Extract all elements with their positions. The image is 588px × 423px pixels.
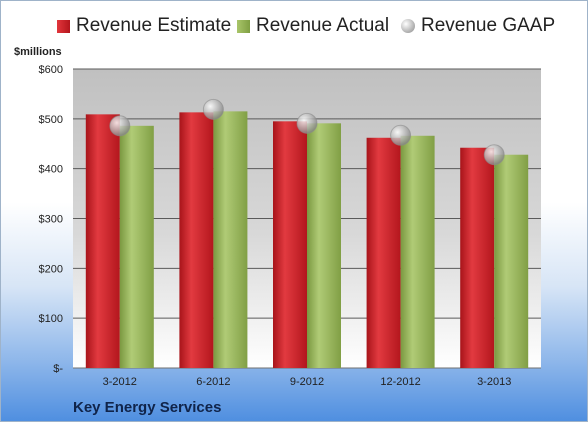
x-tick-label: 3-2013 <box>477 376 511 388</box>
marker-revenue-gaap <box>390 124 412 146</box>
bar-revenue-estimate <box>460 147 495 368</box>
y-tick-label: $600 <box>39 64 63 76</box>
bar-revenue-actual <box>307 123 341 369</box>
y-tick-label: $300 <box>39 214 63 226</box>
bar-revenue-estimate <box>179 112 214 368</box>
marker-revenue-gaap <box>483 144 505 166</box>
legend-swatch-revenue-gaap <box>401 19 415 33</box>
bar-revenue-estimate <box>366 137 401 368</box>
company-name: Key Energy Services <box>73 399 222 416</box>
legend-item-revenue-actual: Revenue Actual <box>237 15 389 37</box>
y-tick-label: $- <box>53 363 63 375</box>
legend-swatch-revenue-estimate <box>57 19 70 33</box>
bar-revenue-actual <box>119 125 154 368</box>
x-tick-label: 9-2012 <box>290 376 324 388</box>
legend-item-revenue-estimate: Revenue Estimate <box>57 15 231 37</box>
bar-revenue-actual <box>213 111 248 368</box>
x-tick-label: 12-2012 <box>380 376 420 388</box>
marker-revenue-gaap <box>202 98 224 120</box>
y-tick-label: $400 <box>39 164 63 176</box>
legend-label-revenue-estimate: Revenue Estimate <box>76 15 232 36</box>
marker-revenue-gaap <box>109 115 131 137</box>
legend: Revenue Estimate Revenue Actual Revenue … <box>1 15 588 43</box>
marker-revenue-gaap <box>296 112 318 134</box>
x-tick-label: 6-2012 <box>196 376 230 388</box>
x-tick-label: 3-2012 <box>103 376 137 388</box>
y-tick-label: $200 <box>39 263 63 275</box>
bar-revenue-actual <box>400 135 435 368</box>
bar-revenue-estimate <box>273 121 307 368</box>
y-tick-label: $500 <box>39 114 63 126</box>
legend-label-revenue-actual: Revenue Actual <box>256 15 390 36</box>
bar-revenue-estimate <box>85 114 120 369</box>
y-tick-label: $100 <box>39 313 63 325</box>
bar-revenue-actual <box>494 154 529 368</box>
legend-item-revenue-gaap: Revenue GAAP <box>401 15 555 37</box>
y-units-label: $millions <box>14 46 62 58</box>
legend-swatch-revenue-actual <box>237 19 250 33</box>
legend-label-revenue-gaap: Revenue GAAP <box>421 15 556 36</box>
